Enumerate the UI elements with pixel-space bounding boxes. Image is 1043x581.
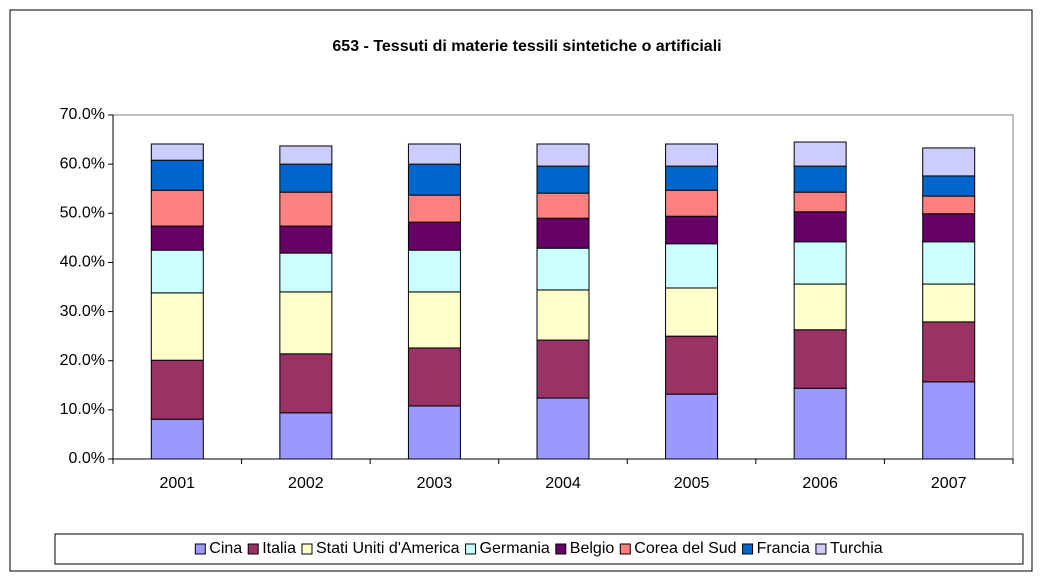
bar-segment: [150, 249, 204, 294]
bar-segment: [922, 213, 976, 243]
bar-segment: [407, 143, 461, 165]
y-tick-label: 30.0%: [60, 303, 105, 320]
bar-segment: [279, 412, 333, 460]
bar-segment: [150, 189, 204, 227]
bar-segment: [665, 393, 719, 460]
y-tick-label: 20.0%: [60, 352, 105, 369]
x-tick-label: 2004: [545, 475, 581, 492]
bar-segment: [793, 241, 847, 285]
bar-segment: [793, 283, 847, 331]
bar-segment: [922, 241, 976, 285]
legend-swatch: [815, 543, 827, 555]
bar-segment: [665, 335, 719, 395]
y-tick-label: 10.0%: [60, 401, 105, 418]
bar-segment: [279, 191, 333, 227]
x-tick-label: 2003: [417, 475, 453, 492]
bar-segment: [279, 252, 333, 293]
bar-segment: [407, 163, 461, 196]
y-tick-label: 70.0%: [60, 106, 105, 123]
bar-segment: [536, 192, 590, 219]
bar-segment: [407, 249, 461, 293]
y-tick-label: 0.0%: [69, 450, 105, 467]
bar-segment: [536, 165, 590, 194]
bar-segment: [665, 189, 719, 217]
legend-swatch: [247, 543, 259, 555]
bar-segment: [536, 143, 590, 167]
bar-segment: [922, 321, 976, 383]
legend-label: Turchia: [830, 540, 883, 557]
legend-label: Stati Uniti d'America: [316, 540, 460, 557]
bar-segment: [665, 165, 719, 191]
bar-segment: [793, 165, 847, 193]
bar-segment: [793, 387, 847, 460]
legend-swatch: [742, 543, 754, 555]
bar-segment: [536, 217, 590, 249]
bar-segment: [665, 143, 719, 167]
x-tick-label: 2006: [802, 475, 838, 492]
chart-title: 653 - Tessuti di materie tessili sinteti…: [332, 38, 721, 55]
legend-swatch: [619, 543, 631, 555]
bar-segment: [150, 292, 204, 361]
x-tick-label: 2001: [159, 475, 195, 492]
legend-swatch: [194, 543, 206, 555]
bar-segment: [279, 353, 333, 414]
bar-segment: [793, 191, 847, 213]
bar-segment: [536, 339, 590, 399]
y-tick-label: 50.0%: [60, 205, 105, 222]
bar-segment: [536, 247, 590, 291]
bar-segment: [922, 175, 976, 197]
legend-swatch: [555, 543, 567, 555]
bar-segment: [407, 405, 461, 460]
y-tick-label: 60.0%: [60, 155, 105, 172]
bar-segment: [922, 147, 976, 177]
legend-label: Belgio: [570, 540, 615, 557]
x-tick-label: 2002: [288, 475, 324, 492]
legend-box: [54, 533, 1024, 565]
legend-label: Corea del Sud: [634, 540, 736, 557]
bar-segment: [536, 397, 590, 460]
bar-segment: [536, 289, 590, 341]
bar-segment: [922, 283, 976, 323]
legend-label: Cina: [209, 540, 242, 557]
bar-segment: [793, 211, 847, 243]
bar-segment: [279, 291, 333, 355]
bar-segment: [279, 145, 333, 165]
bar-segment: [793, 329, 847, 389]
bar-segment: [407, 194, 461, 223]
legend-label: Francia: [757, 540, 810, 557]
x-tick-label: 2007: [931, 475, 967, 492]
bar-segment: [407, 221, 461, 251]
legend-swatch: [465, 543, 477, 555]
bar-segment: [150, 225, 204, 251]
legend-swatch: [301, 543, 313, 555]
legend-label: Italia: [262, 540, 296, 557]
bar-segment: [665, 215, 719, 245]
bar-segment: [407, 347, 461, 407]
bar-segment: [150, 143, 204, 161]
bar-segment: [279, 163, 333, 193]
y-tick-label: 40.0%: [60, 254, 105, 271]
bar-segment: [150, 418, 204, 460]
bar-segment: [922, 381, 976, 460]
bar-segment: [665, 243, 719, 289]
bar-segment: [279, 225, 333, 254]
bar-segment: [665, 287, 719, 337]
legend-label: Germania: [480, 540, 550, 557]
bar-segment: [407, 291, 461, 349]
x-tick-label: 2005: [674, 475, 710, 492]
bar-segment: [150, 159, 204, 191]
bar-segment: [150, 359, 204, 420]
bar-segment: [922, 195, 976, 215]
bar-segment: [793, 141, 847, 167]
